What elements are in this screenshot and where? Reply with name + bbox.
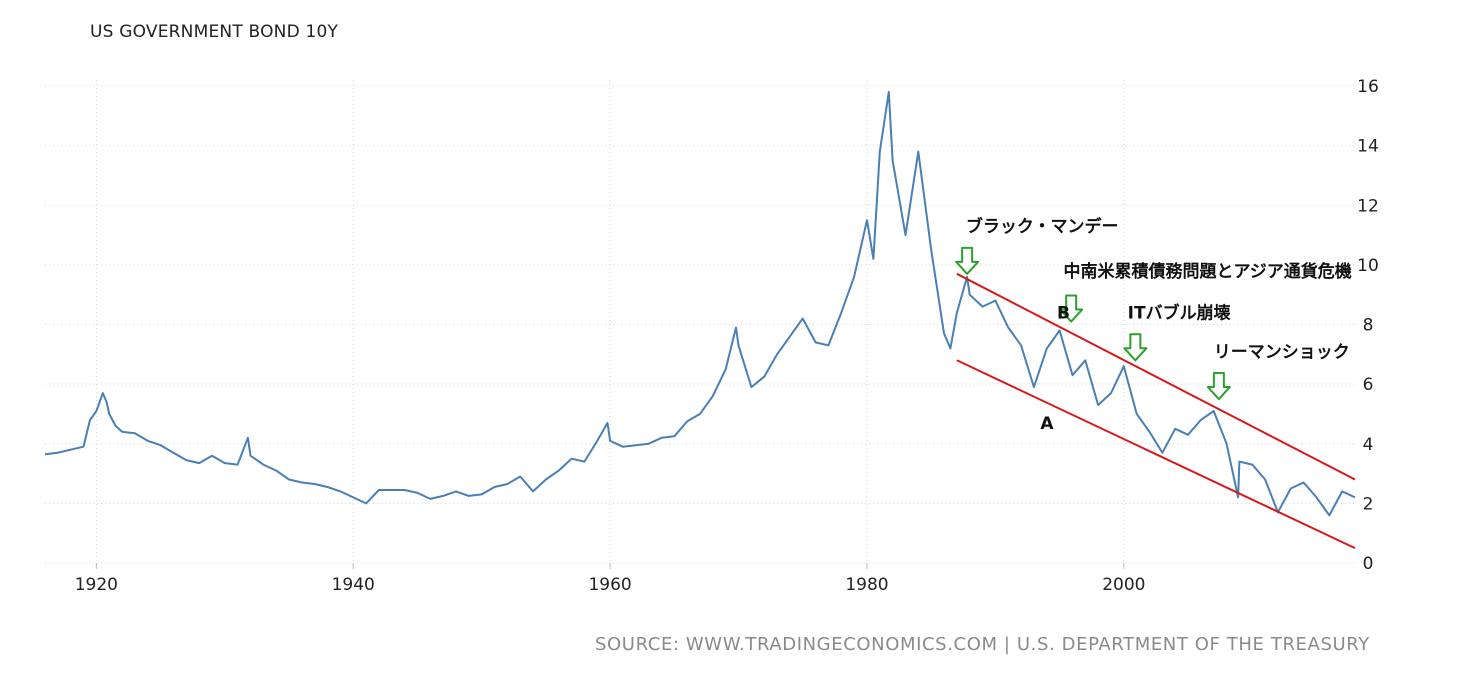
chart-title: US GOVERNMENT BOND 10Y (90, 22, 339, 42)
series-layer (44, 91, 1356, 517)
y-tick-label: 2 (1363, 494, 1374, 514)
x-tick-label: 2000 (1102, 575, 1145, 595)
down-arrow-icon (1059, 294, 1084, 323)
y-axis-ticks: 0 2 4 6 8 10 12 14 16 (1357, 77, 1379, 574)
event-arrows (955, 246, 1231, 401)
y-tick-label: 12 (1357, 196, 1379, 216)
y-tick-label: 10 (1357, 256, 1379, 276)
down-arrow-icon (955, 246, 980, 275)
x-axis-ticks: 1920 1940 1960 1980 2000 (75, 563, 1145, 595)
trend-line (956, 272, 1356, 481)
x-tick-label: 1980 (845, 575, 888, 595)
y-tick-label: 8 (1363, 316, 1374, 336)
event-label: 中南米累積債務問題とアジア通貨危機 (1063, 261, 1351, 282)
x-tick-label: 1940 (332, 575, 375, 595)
down-arrow-icon (1206, 372, 1231, 401)
event-label: ITバブル崩壊 (1128, 303, 1232, 324)
y-tick-label: 4 (1363, 435, 1374, 455)
event-label: ブラック・マンデー (966, 216, 1119, 237)
trend-line (956, 359, 1356, 549)
point-label: B (1057, 304, 1070, 324)
event-label: リーマンショック (1214, 342, 1350, 362)
x-tick-label: 1960 (588, 575, 631, 595)
x-tick-label: 1920 (75, 575, 118, 595)
point-label: A (1040, 414, 1054, 434)
gridlines (45, 80, 1355, 564)
bond-yield-line (44, 91, 1356, 517)
trend-channel (956, 272, 1356, 549)
down-arrow-icon (1123, 333, 1148, 362)
y-tick-label: 0 (1363, 554, 1374, 574)
y-tick-label: 16 (1357, 77, 1379, 97)
chart-source: SOURCE: WWW.TRADINGECONOMICS.COM | U.S. … (595, 634, 1370, 655)
y-tick-label: 6 (1363, 375, 1374, 395)
y-tick-label: 14 (1357, 137, 1379, 157)
